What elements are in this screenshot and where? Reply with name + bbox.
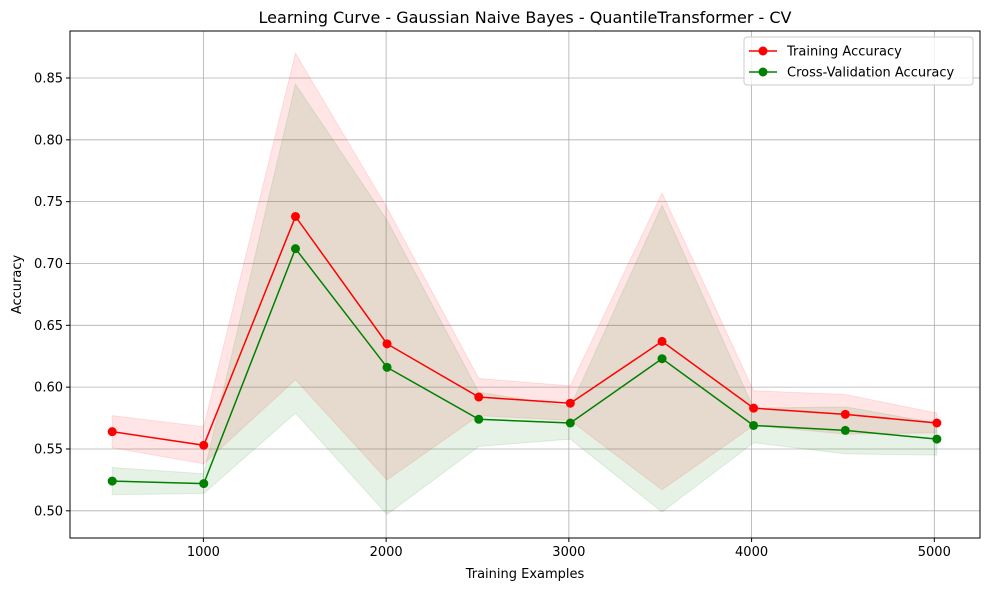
x-tick-label: 2000 [370,545,403,560]
legend-label-training: Training Accuracy [786,45,902,60]
x-tick-label: 3000 [552,545,585,560]
data-point-cross-validation [932,434,942,444]
legend-marker-cross-validation [758,67,768,77]
data-point-training [657,336,667,346]
data-point-training [199,440,209,450]
y-tick-label: 0.70 [34,257,63,272]
data-point-cross-validation [565,418,575,428]
data-point-training [749,403,759,413]
data-point-cross-validation [199,479,209,489]
x-tick-label: 1000 [187,545,220,560]
data-point-training [107,427,117,437]
plot-frame [69,30,981,539]
y-tick-label: 0.75 [34,195,63,210]
data-point-cross-validation [290,244,300,254]
series-line-training [112,214,937,447]
x-tick-label: 5000 [918,545,951,560]
legend-box [743,36,974,86]
data-point-cross-validation [382,362,392,372]
data-point-cross-validation [107,476,117,486]
legend-label-cross-validation: Cross-Validation Accuracy [787,66,955,81]
y-tick-label: 0.55 [34,442,63,457]
data-point-cross-validation [657,354,667,364]
y-tick-label: 0.65 [34,319,63,334]
x-axis-label: Training Examples [465,567,585,582]
data-point-cross-validation [474,414,484,424]
data-point-training [290,211,300,221]
data-point-training [932,418,942,428]
x-tick-label: 4000 [735,545,768,560]
legend: Training Accuracy Cross-Validation Accura… [743,36,974,86]
std-band-cross-validation [111,82,938,516]
data-point-training [840,409,850,419]
y-tick-label: 0.85 [34,71,63,86]
series-lines [107,211,942,489]
y-axis-label: Accuracy [10,255,25,315]
y-tick-label: 0.50 [34,504,63,519]
data-point-training [474,392,484,402]
data-point-training [382,339,392,349]
axis-ticks: 1000 2000 3000 4000 5000 0.50 0.55 0.60 0.65 0.70… [34,71,951,560]
data-point-cross-validation [840,425,850,435]
std-bands [111,51,938,516]
y-tick-label: 0.80 [34,133,63,148]
std-band-training [111,51,938,491]
data-point-cross-validation [749,420,759,430]
legend-marker-training [758,46,768,56]
chart-title: Learning Curve - Gaussian Naive Bayes - … [259,8,792,27]
data-point-training [565,398,575,408]
y-tick-label: 0.60 [34,381,63,396]
series-line-cross-validation [112,247,937,485]
